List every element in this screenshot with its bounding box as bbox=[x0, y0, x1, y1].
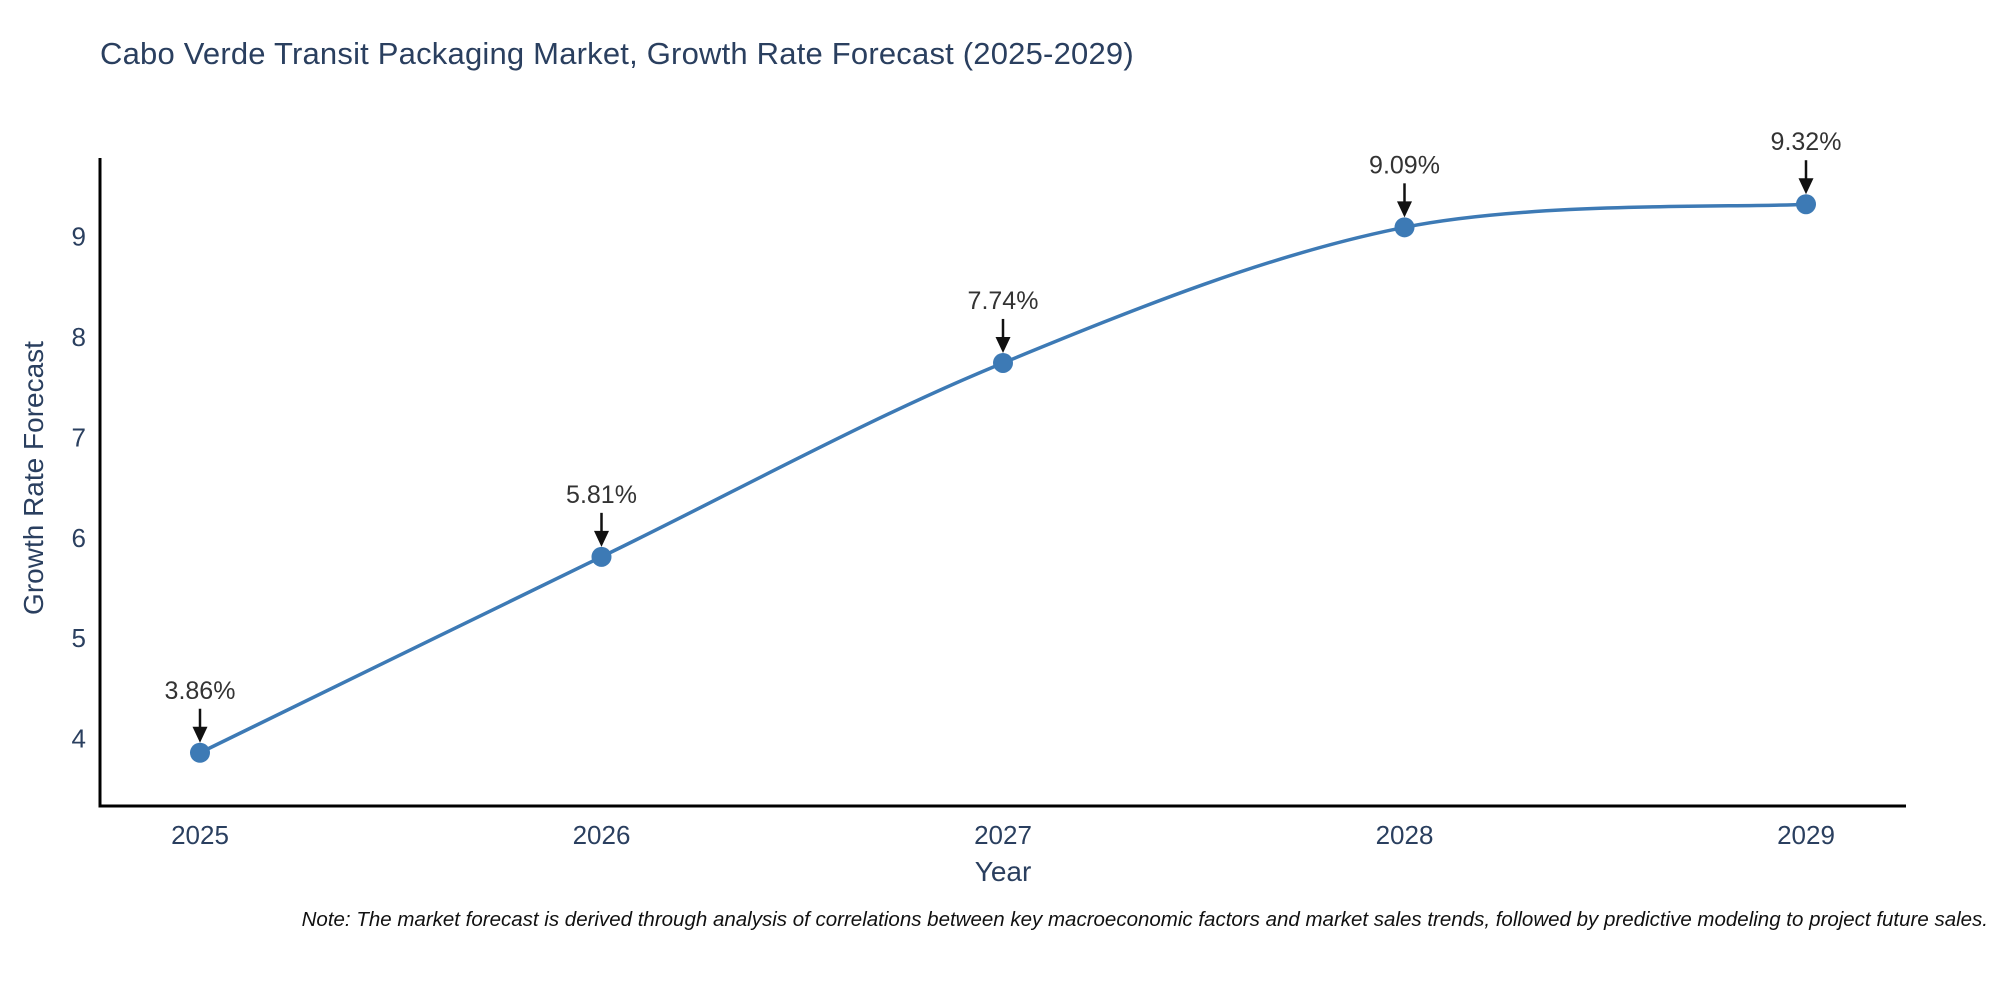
annotation-layer: 3.86% 5.81% 7.74% 9.09% 9.32% bbox=[165, 128, 1842, 743]
y-axis-title: Growth Rate Forecast bbox=[18, 341, 49, 615]
y-tick-label: 7 bbox=[72, 422, 86, 452]
x-tick-label: 2026 bbox=[573, 820, 631, 850]
annotation-arrowhead bbox=[594, 530, 609, 547]
annotation-arrowhead bbox=[995, 336, 1011, 353]
data-point-marker[interactable] bbox=[993, 352, 1013, 373]
axes-layer bbox=[98, 158, 1906, 808]
point-annotation-label: 7.74% bbox=[968, 287, 1039, 315]
point-annotation-label: 9.32% bbox=[1771, 128, 1842, 156]
annotation-arrowhead bbox=[192, 726, 208, 743]
y-tick-label: 5 bbox=[72, 623, 86, 653]
x-tick-label: 2025 bbox=[171, 820, 229, 850]
data-point-marker[interactable] bbox=[591, 546, 612, 567]
x-axis-title: Year bbox=[974, 856, 1032, 887]
annotation-arrowhead bbox=[1397, 201, 1412, 218]
chart-title: Cabo Verde Transit Packaging Market, Gro… bbox=[100, 36, 1134, 71]
y-tick-label: 8 bbox=[72, 322, 86, 352]
y-tick-label: 6 bbox=[72, 523, 86, 553]
series-layer bbox=[190, 194, 1816, 763]
data-point-marker[interactable] bbox=[1796, 194, 1816, 215]
x-tick-label: 2029 bbox=[1777, 820, 1835, 850]
point-annotation-label: 9.09% bbox=[1369, 151, 1440, 179]
point-annotation-label: 5.81% bbox=[566, 481, 637, 509]
point-annotation-label: 3.86% bbox=[165, 677, 236, 705]
y-tick-label: 9 bbox=[72, 221, 86, 251]
annotation-arrowhead bbox=[1798, 178, 1814, 195]
footnote: Note: The market forecast is derived thr… bbox=[301, 908, 1988, 931]
x-tick-label: 2028 bbox=[1376, 820, 1434, 850]
y-tick-label: 4 bbox=[72, 724, 86, 754]
data-point-marker[interactable] bbox=[190, 742, 210, 763]
ticks-layer: 4 5 6 7 8 9 2025 2026 2027 2028 2029 bbox=[72, 221, 1835, 850]
x-tick-label: 2027 bbox=[974, 820, 1032, 850]
data-point-marker[interactable] bbox=[1394, 217, 1415, 238]
